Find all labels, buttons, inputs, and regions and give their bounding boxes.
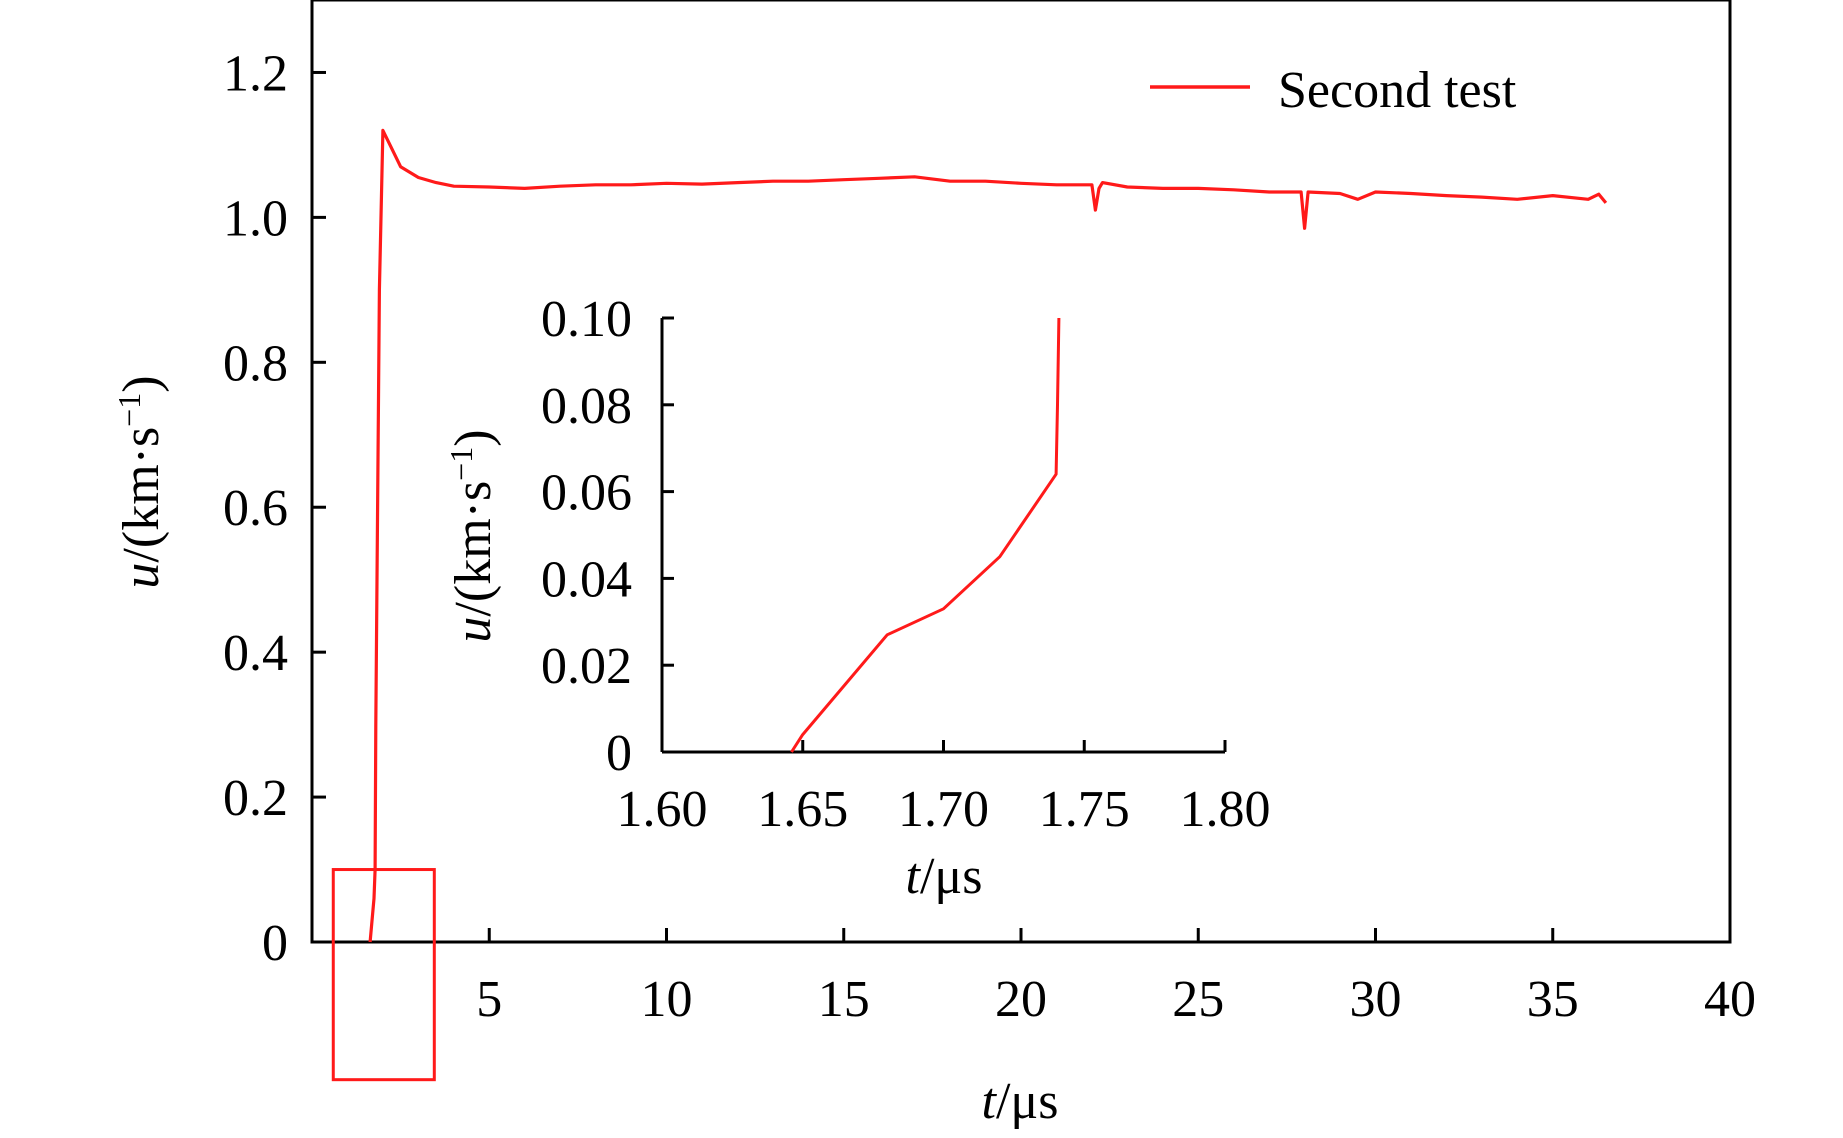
- main-x-tick-label: 35: [1527, 971, 1579, 1028]
- main-x-tick-label: 15: [818, 971, 870, 1028]
- main-y-tick-label: 0: [262, 915, 288, 972]
- main-x-tick-label: 40: [1704, 971, 1756, 1028]
- inset-x-tick-label: 1.80: [1180, 781, 1271, 838]
- main-x-tick-label: 5: [476, 971, 502, 1028]
- inset-x-tick-label: 1.65: [757, 781, 848, 838]
- main-x-tick-label: 30: [1350, 971, 1402, 1028]
- series-line-second-test: [368, 128, 1608, 943]
- main-y-axis-label: u/(km·s−1): [111, 375, 170, 588]
- inset-ticks: [660, 316, 1227, 754]
- main-x-tick-label: 20: [995, 971, 1047, 1028]
- inset-y-tick-label: 0.08: [541, 378, 632, 435]
- inset-tick-labels: 1.60 1.65 1.70 1.75 1.80 0 0.02 0.04 0.06 0.08 0.1…: [541, 291, 1271, 838]
- inset-x-tick-label: 1.60: [617, 781, 708, 838]
- inset-plot: 1.60 1.65 1.70 1.75 1.80 0 0.02 0.04 0.06 0.08 0.1…: [443, 291, 1271, 905]
- legend-label-second-test: Second test: [1278, 62, 1517, 119]
- main-tick-labels: 5 10 15 20 25 30 35 40 0 0.2 0.4 0.6 0.8 1.0 1.2: [223, 45, 1756, 1028]
- inset-series-line: [790, 317, 1061, 753]
- main-x-tick-label: 25: [1172, 971, 1224, 1028]
- main-y-tick-label: 1.2: [223, 45, 288, 102]
- main-y-tick-label: 1.0: [223, 190, 288, 247]
- inset-y-tick-label: 0.06: [541, 465, 632, 522]
- inset-y-tick-label: 0.04: [541, 551, 632, 608]
- inset-x-tick-label: 1.75: [1039, 781, 1130, 838]
- inset-y-tick-label: 0: [606, 725, 632, 782]
- main-y-tick-label: 0.2: [223, 770, 288, 827]
- legend: Second test: [1150, 62, 1517, 119]
- inset-y-axis-label: u/(km·s−1): [443, 429, 502, 642]
- main-plot: 5 10 15 20 25 30 35 40 0 0.2 0.4 0.6 0.8 1.0 1.2 Secon…: [111, 0, 1756, 1130]
- inset-x-tick-label: 1.70: [898, 781, 989, 838]
- inset-y-tick-label: 0.10: [541, 291, 632, 348]
- zoom-region-box: [331, 868, 436, 1082]
- main-ticks: [312, 70, 1732, 944]
- inset-y-tick-label: 0.02: [541, 638, 632, 695]
- main-y-tick-label: 0.8: [223, 335, 288, 392]
- main-x-axis-label: t/μs: [981, 1073, 1058, 1130]
- inset-x-axis-label: t/μs: [905, 848, 982, 905]
- main-y-tick-label: 0.4: [223, 625, 288, 682]
- main-x-tick-label: 10: [641, 971, 693, 1028]
- main-y-tick-label: 0.6: [223, 480, 288, 537]
